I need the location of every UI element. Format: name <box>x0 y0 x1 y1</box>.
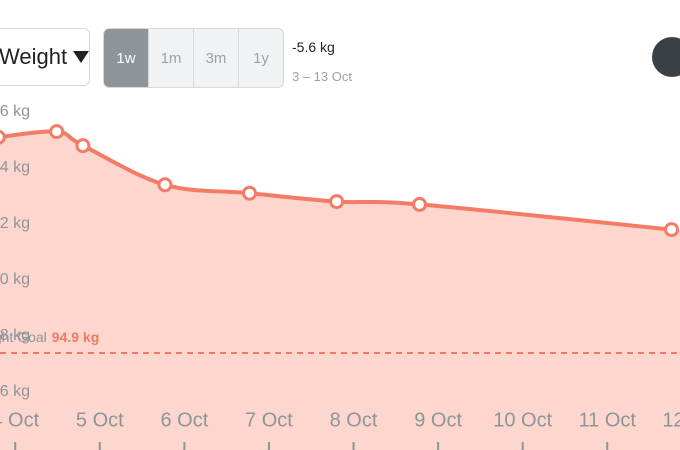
range-button[interactable]: 3m <box>193 29 238 87</box>
period: 3 – 13 Oct <box>292 69 352 84</box>
x-tick-label: 6 Oct <box>160 409 208 431</box>
point <box>49 124 65 140</box>
point <box>664 222 680 238</box>
point <box>242 185 258 201</box>
x-tick-label: 4 Oct <box>0 409 40 431</box>
y-tick-label: 106 kg <box>0 103 30 120</box>
x-tick-label: 9 Oct <box>414 409 462 431</box>
point <box>0 129 6 145</box>
y-tick-label: 98 kg <box>0 327 30 344</box>
y-tick-label: 96 kg <box>0 383 30 400</box>
point <box>412 196 428 212</box>
x-tick-label: 11 Oct <box>579 409 637 431</box>
x-tick-label: 12 Oct <box>662 409 680 431</box>
point <box>75 138 91 154</box>
area <box>0 131 680 450</box>
range-buttons: 1w 1m 3m 1y <box>103 28 284 88</box>
goal-text: Weight Goal <box>0 329 47 345</box>
point <box>157 177 173 193</box>
y-tick-label: 100 kg <box>0 271 30 288</box>
avatar[interactable] <box>652 37 680 77</box>
goal-value: 94.9 kg <box>52 329 99 345</box>
x-tick-label: 10 Oct <box>493 409 552 431</box>
goal-label: Weight Goal 94.9 kg <box>0 329 99 345</box>
range-button[interactable]: 1w <box>104 29 148 87</box>
x-tick-label: 8 Oct <box>330 409 378 431</box>
dropdown-arrow <box>73 51 90 63</box>
point <box>329 194 345 210</box>
metric-select[interactable]: Weight <box>0 28 90 86</box>
x-tick-label: 7 Oct <box>245 409 293 431</box>
range-button[interactable]: 1y <box>238 29 283 87</box>
y-tick-label: 104 kg <box>0 159 30 176</box>
y-tick-label: 102 kg <box>0 215 30 232</box>
metric-label: Weight <box>0 44 68 69</box>
weight-change: -5.6 kg <box>292 39 335 55</box>
x-tick-label: 5 Oct <box>76 409 124 431</box>
range-button[interactable]: 1m <box>148 29 193 87</box>
